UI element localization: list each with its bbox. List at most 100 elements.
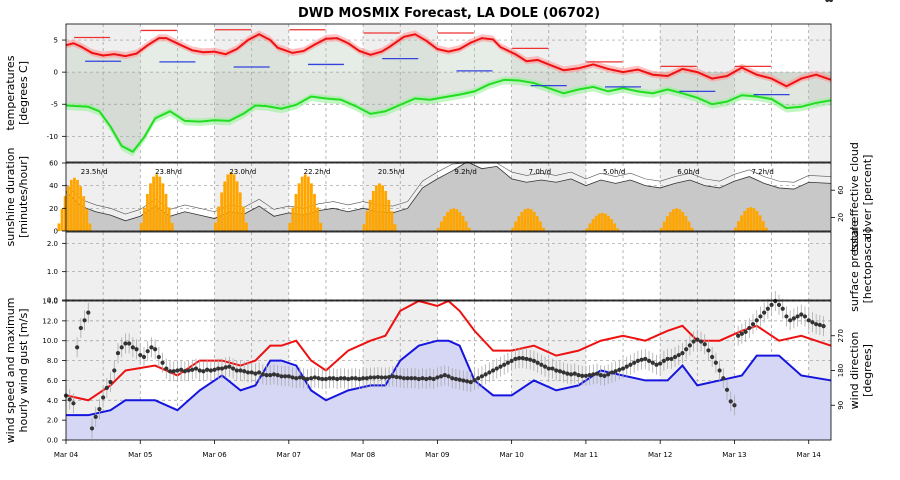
sunshine-bar: [532, 211, 536, 231]
panel-frame: [65, 231, 832, 301]
wind-direction-point: [431, 376, 436, 382]
wind-direction-point: [97, 407, 102, 412]
cloud-cover-line: [65, 161, 832, 222]
wind-direction-point: [101, 395, 106, 400]
sunshine-bar: [616, 228, 620, 231]
sunshine-bar: [139, 222, 143, 231]
sunshine-bar: [687, 221, 691, 231]
wind-direction-point: [806, 318, 811, 323]
wind-direction-point: [104, 385, 109, 390]
wind-direction-point: [531, 358, 537, 363]
wind-direction-point: [535, 360, 540, 365]
wind-direction-point: [713, 360, 718, 365]
wind-direction-point: [379, 375, 384, 380]
sunshine-bar: [511, 227, 514, 231]
sunshine-bar: [390, 211, 394, 231]
wind-direction-point: [572, 371, 577, 376]
sunshine-bar: [238, 192, 242, 231]
sunshine-bar: [662, 221, 666, 231]
wind-direction-point: [108, 379, 113, 385]
sunshine-bar: [313, 193, 316, 231]
sunshine-bar: [245, 222, 248, 231]
sunshine-bar: [449, 209, 453, 231]
daily-sunshine-label: 23.8h/d: [155, 168, 182, 176]
wind-direction-point: [231, 366, 236, 371]
wind-direction-point: [639, 357, 644, 362]
wind-direction-point: [145, 349, 150, 354]
wind-direction-point: [464, 379, 470, 384]
sunshine-bar: [69, 179, 73, 231]
wind-direction-point: [205, 367, 210, 372]
sunshine-bar: [365, 211, 369, 231]
wind-direction-point: [86, 310, 91, 315]
x-tick-label: Mar 08: [351, 451, 375, 459]
sunshine-bar: [393, 224, 397, 231]
wind-direction-point: [386, 374, 392, 380]
sunshine-bar: [523, 209, 527, 231]
wind-direction-point: [78, 325, 83, 331]
sunshine-bar: [297, 183, 301, 231]
x-tick-label: Mar 11: [574, 451, 598, 459]
y-axis-label-right: total effective cloud: [848, 142, 861, 252]
wind-direction-point: [279, 374, 284, 379]
sunshine-bar: [436, 227, 440, 231]
wind-direction-point: [490, 368, 496, 373]
sunshine-bar: [610, 219, 613, 231]
sunshine-bar: [232, 174, 236, 231]
wind-direction-point: [591, 372, 596, 377]
wind-direction-point: [617, 367, 622, 372]
wind-direction-point: [416, 376, 421, 382]
wind-direction-point: [123, 341, 128, 346]
sunshine-bar: [452, 208, 456, 231]
wind-direction-point: [305, 376, 310, 382]
sunshine-bar: [82, 196, 86, 231]
wind-direction-point: [795, 314, 800, 319]
wind-direction-point: [334, 376, 340, 382]
temperature-area: [66, 34, 831, 87]
y-tick-label: 8.0: [47, 357, 58, 365]
wind-direction-point: [308, 376, 314, 381]
wind-direction-point: [398, 375, 403, 380]
wind-direction-point: [461, 378, 466, 383]
y-tick-label: 6.0: [47, 377, 58, 385]
day-band: [214, 232, 289, 300]
sunshine-bar: [467, 227, 471, 231]
wind-direction-point: [680, 351, 685, 356]
sunshine-bar: [229, 172, 233, 231]
chart-title: DWD MOSMIX Forecast, LA DOLE (06702): [298, 6, 600, 21]
cloud-cover-area: [66, 161, 831, 231]
wind-direction-point: [780, 306, 785, 311]
wind-direction-point: [171, 369, 176, 374]
sunshine-bar: [604, 213, 607, 231]
wind-direction-point: [580, 373, 585, 379]
sunshine-bar: [288, 222, 292, 231]
sunshine-bar: [743, 210, 747, 231]
wind-direction-point: [186, 368, 191, 373]
wind-direction-point: [141, 354, 147, 360]
wind-direction-point: [89, 426, 95, 431]
temperature-line: [65, 33, 832, 88]
sunshine-bar: [455, 209, 459, 231]
panel-frame: [65, 23, 832, 163]
sunshine-bar: [458, 211, 462, 231]
sunshine-bar: [733, 227, 737, 231]
y-axis-label: [minutes/hour]: [17, 156, 30, 238]
wind-direction-point: [710, 354, 715, 360]
wind-direction-point: [75, 345, 80, 350]
wind-direction-point: [568, 372, 574, 377]
wind-direction-point: [312, 375, 317, 380]
day-band: [511, 232, 586, 300]
wind-direction-point: [502, 362, 507, 367]
wind-direction-point: [297, 375, 303, 380]
x-tick-label: Mar 13: [722, 451, 746, 459]
x-tick-label: Mar 12: [648, 451, 672, 459]
sunshine-bar: [684, 216, 688, 231]
sunshine-bar: [371, 190, 375, 231]
wind-direction-point: [817, 322, 822, 328]
cloud-cover-upper-line: [65, 162, 832, 215]
sunshine-bar: [235, 181, 239, 231]
sunshine-bar: [764, 227, 768, 231]
sunshine-bar: [223, 181, 227, 231]
wind-direction-point: [576, 373, 581, 378]
wind-direction-point: [368, 375, 373, 380]
